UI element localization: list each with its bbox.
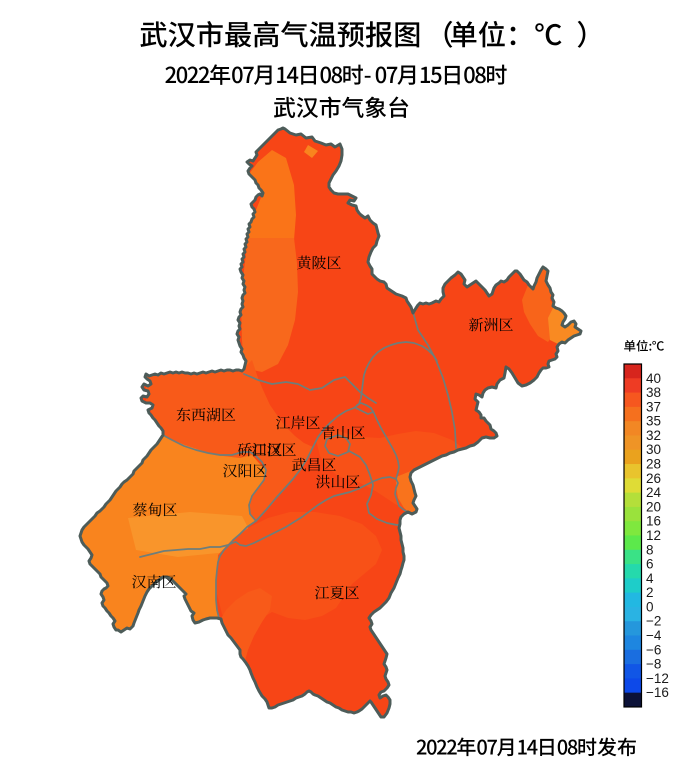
svg-text:6: 6: [646, 557, 654, 572]
svg-text:4: 4: [646, 571, 654, 586]
svg-text:30: 30: [646, 442, 661, 457]
svg-text:26: 26: [646, 471, 661, 486]
svg-text:12: 12: [646, 528, 661, 543]
svg-text:−4: −4: [646, 628, 662, 643]
svg-text:35: 35: [646, 414, 661, 429]
svg-text:−6: −6: [646, 642, 661, 657]
svg-text:28: 28: [646, 457, 661, 472]
svg-text:38: 38: [646, 385, 661, 400]
svg-text:24: 24: [646, 485, 662, 500]
svg-text:16: 16: [646, 514, 661, 529]
svg-text:−12: −12: [646, 671, 669, 686]
svg-text:2: 2: [646, 585, 654, 600]
svg-text:0: 0: [646, 599, 654, 614]
svg-text:37: 37: [646, 399, 661, 414]
svg-text:32: 32: [646, 428, 661, 443]
svg-text:−16: −16: [646, 685, 669, 700]
svg-text:−8: −8: [646, 657, 661, 672]
svg-text:8: 8: [646, 542, 654, 557]
svg-text:40: 40: [646, 371, 661, 386]
svg-text:20: 20: [646, 499, 661, 514]
svg-text:−2: −2: [646, 614, 661, 629]
